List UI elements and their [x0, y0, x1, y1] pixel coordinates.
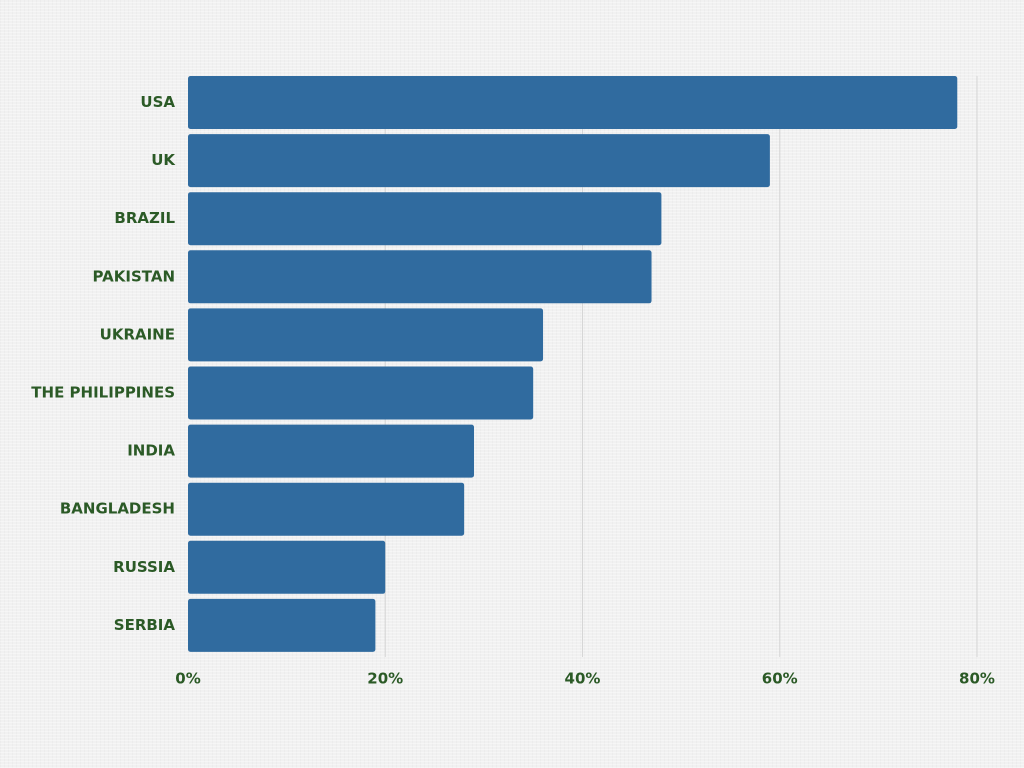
category-label-the-philippines: THE PHILIPPINES: [31, 384, 175, 402]
x-axis-tick-labels: 0% 20% 40% 60% 80%: [175, 670, 995, 688]
x-tick-label-80pct: 80%: [959, 670, 995, 688]
category-label-serbia: SERBIA: [114, 616, 176, 634]
category-labels: USA UK BRAZIL PAKISTAN UKRAINE THE PHILIPPINE…: [31, 93, 176, 634]
category-label-uk: UK: [151, 151, 176, 169]
bar-uk: [188, 134, 770, 188]
category-label-pakistan: PAKISTAN: [93, 267, 175, 285]
category-label-india: INDIA: [127, 442, 175, 460]
category-label-ukraine: UKRAINE: [100, 325, 175, 343]
x-tick-label-60pct: 60%: [762, 670, 798, 688]
category-label-russia: RUSSIA: [113, 558, 175, 576]
bar-the-philippines: [188, 366, 534, 420]
bar-serbia: [188, 598, 376, 652]
bars: [188, 76, 958, 652]
x-tick-label-40pct: 40%: [565, 670, 601, 688]
bar-pakistan: [188, 250, 652, 304]
category-label-bangladesh: BANGLADESH: [60, 500, 175, 518]
category-label-brazil: BRAZIL: [114, 209, 175, 227]
bar-ukraine: [188, 308, 544, 362]
bar-india: [188, 424, 475, 478]
bar-brazil: [188, 192, 662, 246]
category-label-usa: USA: [140, 93, 175, 111]
x-tick-label-0pct: 0%: [175, 670, 200, 688]
bar-usa: [188, 76, 958, 129]
x-tick-label-20pct: 20%: [367, 670, 403, 688]
bar-russia: [188, 540, 386, 594]
bar-bangladesh: [188, 482, 465, 536]
